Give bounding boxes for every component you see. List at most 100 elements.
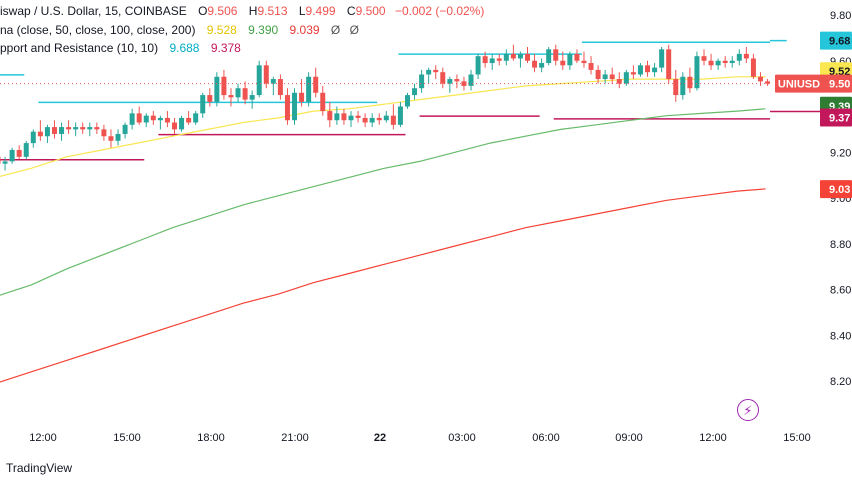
candle-body [532,60,538,68]
footer-brand[interactable]: TradingView [0,456,72,480]
candle-body [292,92,298,121]
candle-body [517,53,523,59]
ticker-tag-label: UNIUSD [778,79,820,91]
candle-body [320,92,326,112]
lightning-icon[interactable]: ⚡ [737,399,759,421]
open-value: 9.506 [207,4,238,18]
candle-body [108,136,114,141]
candle-body [546,49,552,64]
support-value: 9.378 [210,41,241,55]
ma100-line [0,108,766,296]
candle-body [376,117,382,121]
candle-body [136,113,142,123]
brand-text: TradingView [6,461,73,475]
x-tick-label: 22 [374,432,386,444]
candle-body [186,117,192,123]
y-tick-label: 8.40 [830,330,851,342]
ticker-tag [775,74,823,93]
candle-body [489,58,495,64]
candle-body [369,117,375,123]
ma50-value: 9.528 [206,23,237,37]
candle-body [765,81,771,84]
candle-body [397,106,403,125]
x-tick-label: 21:00 [281,432,309,444]
candle-body [637,65,643,75]
candle-body [256,65,262,96]
candle-body [666,49,672,80]
candle-body [496,58,502,61]
candle-body [172,122,177,130]
candle-body [115,133,121,141]
candle-body [228,95,234,98]
x-tick-label: 12:00 [29,432,57,444]
price-tag-label: 9.37 [829,113,850,125]
candle-body [122,124,128,134]
candle-body [87,127,93,130]
candle-body [157,117,163,121]
candle-body [94,127,100,130]
ma200-value: 9.039 [289,23,320,37]
moving-average-lines [0,76,766,383]
candle-body [2,161,8,164]
candle-body [687,76,693,89]
candle-body [277,79,283,96]
candle-body [9,149,15,162]
ma-extra-2: Ø [349,23,359,37]
resistance-value: 9.688 [169,41,200,55]
candle-body [595,69,601,80]
candle-body [66,127,72,130]
x-tick-label: 15:00 [783,432,811,444]
candle-body [503,53,509,61]
high-value: 9.513 [257,4,288,18]
legend-sr-row[interactable]: pport and Resistance (10, 10) 9.688 9.37… [0,41,245,55]
candle-body [659,49,665,68]
x-axis: 12:00 15:00 18:00 21:00 22 03:00 06:00 09:00 12:… [29,432,811,444]
candle-body [207,95,213,102]
legend-symbol-row[interactable]: iswap / U.S. Dollar, 15, COINBASE O9.506… [0,4,488,18]
candle-body [412,88,418,96]
low-value: 9.499 [305,4,336,18]
candle-body [468,74,474,86]
candle-body [588,63,594,70]
candle-body [616,79,622,84]
candle-body [645,65,651,73]
y-tick-label: 8.20 [830,376,851,388]
candle-body [299,92,305,102]
candle-body [179,117,185,130]
candle-body [680,76,686,96]
change-value: −0.002 (−0.02%) [394,4,485,18]
candle-body [270,79,276,84]
candle-body [609,74,615,80]
candle-body [73,127,79,130]
candle-body [701,56,707,61]
candle-body [708,60,714,66]
candle-body [539,63,545,68]
candle-body [362,117,368,123]
symbol-title: iswap / U.S. Dollar, 15, COINBASE [0,4,187,18]
candle-body [37,131,43,137]
candle-body [630,72,636,75]
candle-body [129,113,135,125]
price-tag [820,74,852,93]
candle-body [313,76,319,93]
candle-body [355,115,361,118]
candle-body [433,69,439,73]
candle-body [602,74,608,80]
candle-body [0,156,1,164]
x-tick-label: 18:00 [197,432,225,444]
legend-ma-row[interactable]: na (close, 50, close, 100, close, 200) 9… [0,23,363,37]
price-tag-label: 9.03 [829,184,850,196]
x-tick-label: 15:00 [113,432,141,444]
close-value: 9.500 [355,4,386,18]
price-tag-label: 9.68 [829,36,850,48]
candle-body [101,129,107,137]
candle-body [673,79,679,96]
candle-body [560,60,566,66]
candle-body [419,74,425,89]
candle-body [235,88,241,98]
candle-body [263,65,269,84]
candle-body [426,69,432,75]
price-tag [820,31,852,50]
